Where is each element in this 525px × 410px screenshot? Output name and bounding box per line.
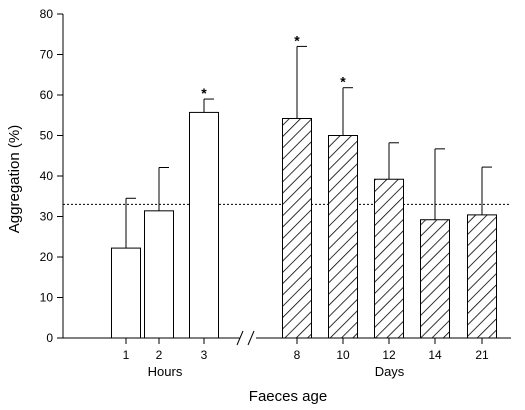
bar [144,210,174,339]
x-tick-label: 1 [123,348,130,362]
bar [420,219,450,339]
bar [328,135,358,339]
y-tick-label: 50 [40,129,54,143]
x-tick-label: 10 [336,348,350,362]
x-tick-label: 12 [382,348,396,362]
y-tick-label: 70 [40,48,54,62]
y-tick-label: 40 [40,169,54,183]
x-tick-label: 8 [294,348,301,362]
axis-break-mark [247,330,255,346]
significance-marker: * [340,74,346,90]
x-tick-label: 2 [156,348,163,362]
significance-marker: * [201,85,207,101]
y-tick-label: 0 [46,331,53,345]
bars: * * * [111,32,497,339]
axis-break-mark [236,330,244,346]
y-tick-label: 60 [40,88,54,102]
x-axis-title: Faeces age [249,388,327,405]
bar [467,214,497,339]
bar [374,178,404,339]
x-tick-label: 3 [201,348,208,362]
significance-marker: * [294,32,300,48]
y-tick-label: 30 [40,210,54,224]
y-tick-label: 20 [40,250,54,264]
bar [282,117,312,339]
group-label: Days [375,364,405,379]
y-tick-label: 80 [40,7,54,21]
y-axis-title: Aggregation (%) [6,125,23,233]
y-axis: 0 10 20 30 40 50 60 70 80 [40,7,64,345]
x-tick-label: 14 [428,348,442,362]
bar [111,247,141,339]
y-tick-label: 10 [40,291,54,305]
group-label: Hours [148,364,183,379]
bar [189,111,219,339]
x-tick-label: 21 [475,348,489,362]
